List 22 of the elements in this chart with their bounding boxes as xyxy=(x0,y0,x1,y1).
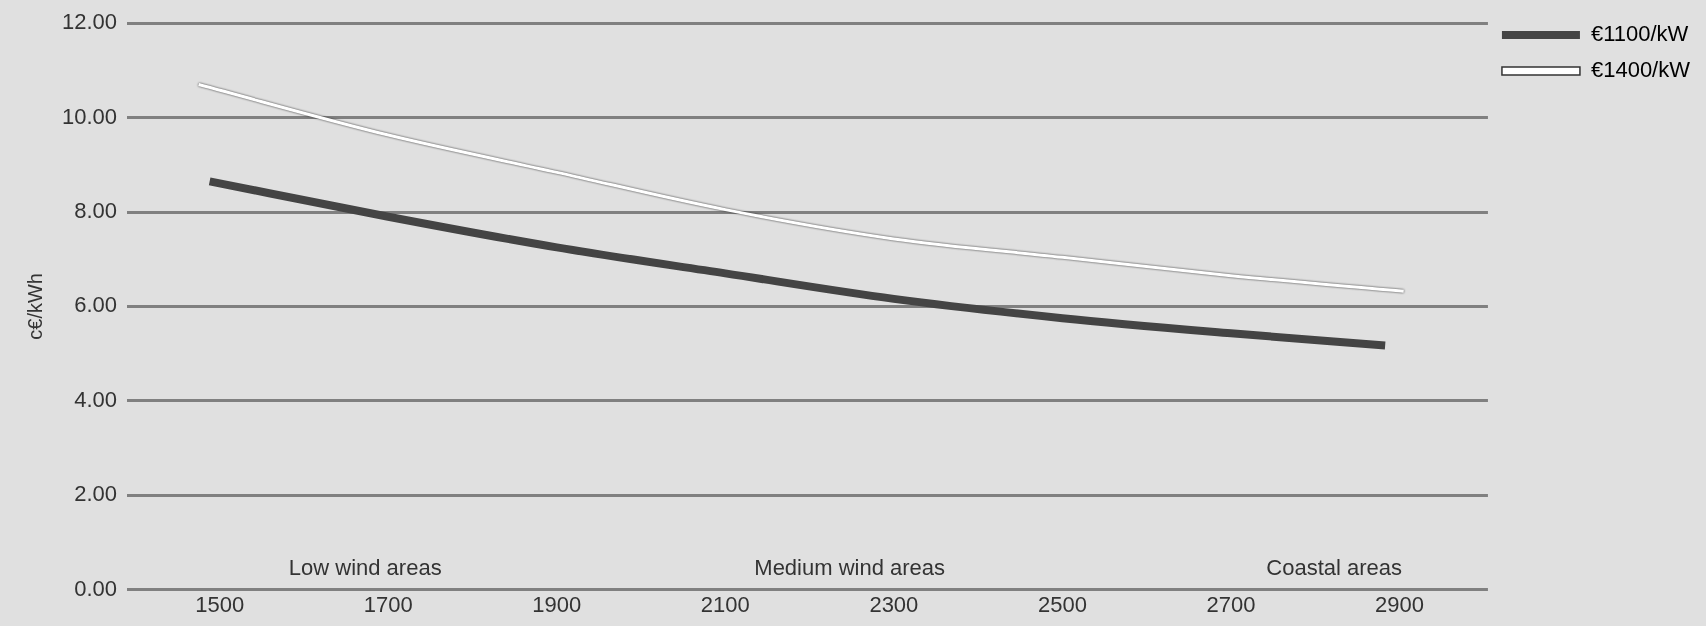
x-tick-label: 2900 xyxy=(1374,591,1424,617)
line-series xyxy=(197,83,1406,293)
x-tick-label: 1500 xyxy=(195,591,245,617)
x-tick-label: 1700 xyxy=(363,591,413,617)
y-tick-label: 8.00 xyxy=(74,198,118,224)
y-tick-label: 4.00 xyxy=(74,386,118,412)
annotation: Medium wind areas xyxy=(754,554,946,580)
x-tick-label: 2500 xyxy=(1037,591,1087,617)
x-tick-label: 2300 xyxy=(869,591,919,617)
y-tick-label: 12.00 xyxy=(61,9,118,35)
y-axis-title: c€/kWh xyxy=(23,273,46,340)
annotation: Coastal areas xyxy=(1266,554,1403,580)
y-tick-label: 0.00 xyxy=(74,575,118,601)
x-tick-label: 2100 xyxy=(700,591,750,617)
x-tick-label: 2700 xyxy=(1206,591,1256,617)
y-tick-label: 2.00 xyxy=(74,481,118,507)
legend-label: €1400/kW xyxy=(1590,57,1691,83)
annotation: Low wind areas xyxy=(288,554,442,580)
x-tick-label: 1900 xyxy=(532,591,582,617)
legend-label: €1100/kW xyxy=(1590,21,1689,47)
y-tick-label: 10.00 xyxy=(61,103,118,129)
y-tick-label: 6.00 xyxy=(74,292,118,318)
